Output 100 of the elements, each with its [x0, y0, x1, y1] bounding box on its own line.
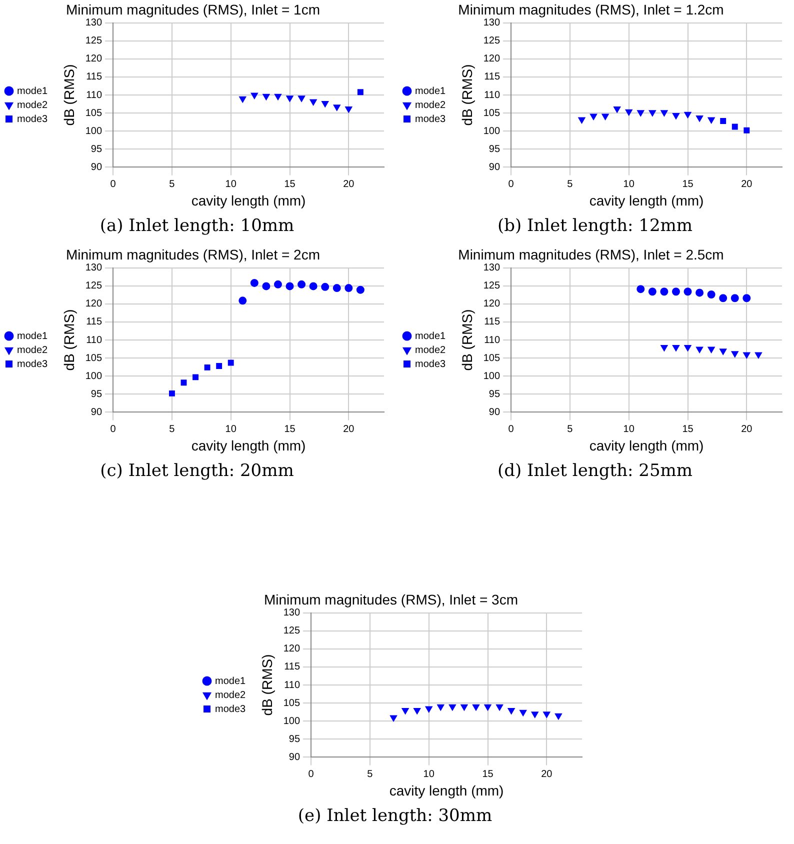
- y-tick-label: 110: [484, 90, 500, 101]
- y-tick-label: 125: [85, 280, 102, 292]
- y-tick-label: 105: [283, 698, 300, 709]
- point: [310, 99, 317, 106]
- chart-title: Minimum magnitudes (RMS), Inlet = 1cm: [66, 1, 320, 18]
- x-tick-label: 5: [567, 424, 574, 435]
- y-tick-label: 90: [288, 752, 300, 763]
- y-tick-label: 105: [85, 352, 102, 364]
- legend-label: mode2: [415, 344, 446, 356]
- text: (e) Inlet length: 30mm: [296, 806, 494, 826]
- point: [298, 280, 306, 288]
- y-tick-label: 125: [85, 36, 102, 47]
- legend-label: mode3: [17, 358, 48, 370]
- y-tick-label: 115: [284, 662, 300, 673]
- point: [168, 390, 175, 396]
- point: [684, 344, 692, 352]
- x-axis-title: cavity length (mm): [389, 782, 504, 798]
- x-tick-label: 10: [225, 424, 237, 435]
- point: [554, 713, 562, 720]
- y-tick-label: 95: [90, 388, 102, 400]
- y-tick-label: 90: [90, 162, 102, 173]
- text: (b) Inlet length: 12mm: [496, 216, 694, 236]
- point: [720, 348, 727, 355]
- legend-label: mode2: [415, 100, 446, 111]
- legend-label: mode2: [215, 690, 246, 701]
- y-tick-label: 95: [288, 734, 300, 745]
- y-tick-label: 110: [86, 90, 102, 101]
- y-tick-label: 115: [484, 316, 500, 328]
- point: [707, 290, 716, 299]
- point: [321, 282, 330, 291]
- point: [357, 89, 364, 96]
- point: [531, 712, 538, 718]
- x-tick-label: 10: [423, 768, 435, 780]
- x-tick-label: 0: [508, 178, 514, 190]
- point: [286, 96, 294, 102]
- x-tick-label: 10: [225, 178, 237, 190]
- point: [332, 284, 341, 292]
- y-tick-label: 100: [283, 716, 300, 727]
- point: [298, 96, 306, 102]
- point: [390, 715, 398, 722]
- point: [309, 282, 318, 290]
- point: [262, 94, 270, 100]
- y-tick-label: 90: [488, 162, 500, 173]
- text: (a) Inlet length: 10mm: [98, 216, 296, 236]
- point: [696, 288, 704, 297]
- x-axis-title: cavity length (mm): [191, 192, 306, 208]
- x-tick-label: 20: [541, 768, 553, 780]
- point: [496, 704, 504, 711]
- y-tick-label: 110: [86, 334, 102, 346]
- point: [274, 280, 282, 288]
- x-tick-label: 20: [741, 178, 753, 190]
- point: [636, 285, 645, 294]
- y-axis-title: dB (RMS): [60, 64, 77, 126]
- x-tick-label: 0: [110, 178, 116, 190]
- point: [238, 296, 247, 305]
- x-tick-label: 20: [343, 424, 355, 435]
- point: [345, 106, 352, 113]
- y-axis-title: dB (RMS): [458, 309, 475, 371]
- point: [543, 712, 550, 718]
- text: (d) Inlet length: 25mm: [496, 461, 694, 481]
- point: [216, 363, 222, 369]
- point: [754, 352, 762, 358]
- point: [460, 704, 468, 711]
- point: [344, 284, 353, 292]
- x-tick-label: 0: [508, 424, 514, 435]
- y-tick-label: 115: [484, 72, 500, 83]
- legend-label: mode1: [17, 86, 48, 97]
- point: [743, 352, 750, 358]
- chart-title: Minimum magnitudes (RMS), Inlet = 2cm: [66, 246, 320, 262]
- y-tick-label: 95: [488, 388, 500, 400]
- x-tick-label: 5: [169, 424, 176, 435]
- point: [719, 294, 728, 302]
- x-tick-label: 20: [343, 178, 355, 190]
- point: [425, 706, 432, 712]
- y-tick-label: 120: [85, 54, 102, 65]
- text: (c) Inlet length: 20mm: [99, 461, 295, 481]
- x-tick-label: 15: [284, 424, 296, 435]
- chart-title: Minimum magnitudes (RMS), Inlet = 1.2cm: [458, 1, 724, 18]
- point: [660, 288, 668, 296]
- y-tick-label: 120: [483, 298, 500, 310]
- point: [730, 294, 739, 302]
- y-tick-label: 105: [483, 108, 500, 119]
- y-tick-label: 120: [483, 54, 500, 65]
- x-tick-label: 15: [284, 178, 296, 190]
- x-tick-label: 5: [567, 178, 574, 190]
- point: [520, 710, 527, 716]
- y-tick-label: 115: [86, 72, 102, 83]
- y-tick-label: 120: [283, 644, 300, 655]
- y-tick-label: 125: [483, 36, 500, 47]
- x-tick-label: 10: [623, 178, 635, 190]
- y-axis-title: dB (RMS): [458, 64, 475, 126]
- x-tick-label: 0: [110, 424, 116, 435]
- y-tick-label: 130: [283, 608, 300, 619]
- y-tick-label: 95: [90, 144, 102, 155]
- point: [204, 364, 210, 370]
- point: [402, 708, 409, 714]
- point: [322, 101, 329, 108]
- x-tick-label: 0: [308, 768, 314, 780]
- point: [672, 344, 680, 352]
- y-tick-label: 90: [488, 406, 500, 418]
